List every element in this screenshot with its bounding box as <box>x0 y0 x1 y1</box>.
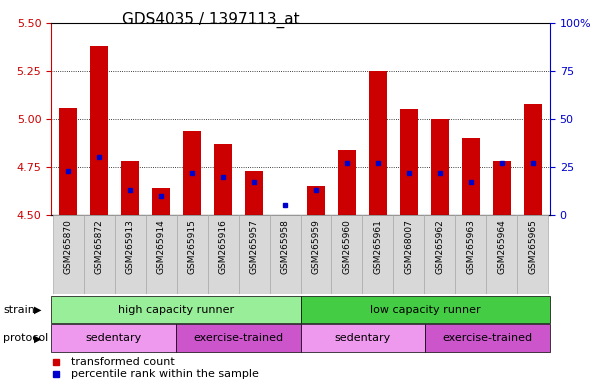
Bar <box>51 296 300 323</box>
Text: GSM265957: GSM265957 <box>249 219 258 274</box>
Bar <box>214 144 233 215</box>
Bar <box>368 71 387 215</box>
Bar <box>269 215 300 294</box>
Text: protocol: protocol <box>3 333 48 343</box>
Text: sedentary: sedentary <box>335 333 391 343</box>
Bar <box>121 161 139 215</box>
Text: GSM265913: GSM265913 <box>126 219 135 274</box>
Text: sedentary: sedentary <box>85 333 142 343</box>
Bar <box>400 109 418 215</box>
Text: ▶: ▶ <box>34 333 41 343</box>
Text: transformed count: transformed count <box>71 357 175 367</box>
Bar <box>431 119 449 215</box>
Bar <box>51 324 176 352</box>
Bar <box>207 215 239 294</box>
Bar <box>523 104 542 215</box>
Bar <box>239 215 269 294</box>
Bar <box>115 215 145 294</box>
Text: percentile rank within the sample: percentile rank within the sample <box>71 369 259 379</box>
Bar <box>59 108 78 215</box>
Text: GSM265964: GSM265964 <box>498 219 507 274</box>
Bar <box>145 215 177 294</box>
Bar <box>493 161 511 215</box>
Bar <box>462 138 480 215</box>
Bar <box>394 215 424 294</box>
Bar <box>300 215 332 294</box>
Bar <box>90 46 108 215</box>
Bar <box>486 215 517 294</box>
Text: GSM265960: GSM265960 <box>343 219 352 274</box>
Text: GSM265916: GSM265916 <box>219 219 228 274</box>
Bar <box>300 324 426 352</box>
Text: high capacity runner: high capacity runner <box>118 305 234 314</box>
Text: GSM265963: GSM265963 <box>466 219 475 274</box>
Bar <box>456 215 486 294</box>
Bar <box>300 296 550 323</box>
Text: ▶: ▶ <box>34 305 41 314</box>
Bar <box>53 215 84 294</box>
Bar <box>183 131 201 215</box>
Text: GDS4035 / 1397113_at: GDS4035 / 1397113_at <box>121 12 299 28</box>
Bar <box>362 215 394 294</box>
Text: exercise-trained: exercise-trained <box>193 333 283 343</box>
Bar <box>332 215 362 294</box>
Bar <box>245 171 263 215</box>
Bar <box>177 215 207 294</box>
Text: GSM265915: GSM265915 <box>188 219 197 274</box>
Text: low capacity runner: low capacity runner <box>370 305 481 314</box>
Text: GSM265914: GSM265914 <box>157 219 165 274</box>
Bar <box>517 215 548 294</box>
Text: GSM265958: GSM265958 <box>281 219 290 274</box>
Bar <box>176 324 300 352</box>
Text: strain: strain <box>3 305 35 314</box>
Bar <box>152 188 170 215</box>
Bar <box>424 215 456 294</box>
Bar <box>426 324 550 352</box>
Text: GSM265962: GSM265962 <box>436 219 444 274</box>
Text: GSM265965: GSM265965 <box>528 219 537 274</box>
Bar <box>307 186 325 215</box>
Bar <box>84 215 115 294</box>
Text: GSM268007: GSM268007 <box>404 219 413 274</box>
Text: GSM265870: GSM265870 <box>64 219 73 274</box>
Text: GSM265961: GSM265961 <box>373 219 382 274</box>
Bar <box>338 150 356 215</box>
Text: GSM265872: GSM265872 <box>94 219 103 274</box>
Text: exercise-trained: exercise-trained <box>442 333 532 343</box>
Text: GSM265959: GSM265959 <box>311 219 320 274</box>
